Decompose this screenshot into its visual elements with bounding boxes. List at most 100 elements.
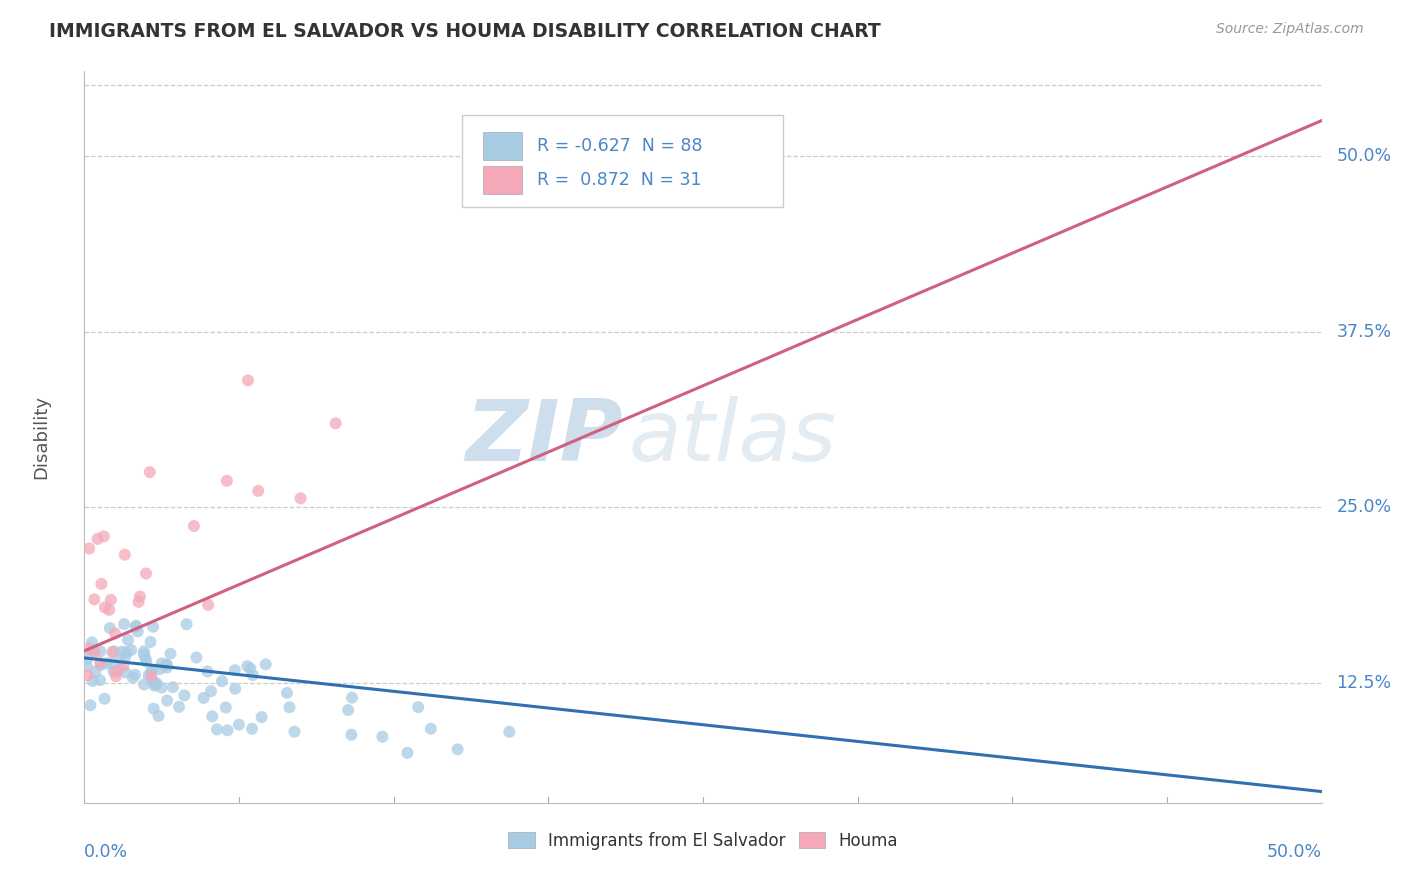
Point bbox=[141, 664, 163, 678]
Legend: Immigrants from El Salvador, Houma: Immigrants from El Salvador, Houma bbox=[501, 825, 905, 856]
Point bbox=[638, 149, 661, 163]
Point bbox=[278, 700, 301, 714]
Point bbox=[76, 652, 98, 666]
Point bbox=[148, 662, 170, 676]
Point bbox=[132, 644, 155, 658]
Point bbox=[100, 656, 122, 670]
Point bbox=[205, 723, 228, 737]
Point bbox=[224, 663, 246, 677]
Point bbox=[217, 723, 239, 738]
Point bbox=[86, 532, 108, 546]
Point bbox=[276, 686, 298, 700]
Point bbox=[145, 677, 167, 691]
Point bbox=[142, 673, 165, 688]
Point bbox=[121, 671, 143, 685]
Point bbox=[89, 644, 111, 658]
Point bbox=[498, 724, 520, 739]
Point bbox=[156, 658, 179, 673]
Point bbox=[93, 529, 115, 543]
Point bbox=[141, 669, 163, 683]
Text: IMMIGRANTS FROM EL SALVADOR VS HOUMA DISABILITY CORRELATION CHART: IMMIGRANTS FROM EL SALVADOR VS HOUMA DIS… bbox=[49, 22, 882, 41]
Point bbox=[183, 519, 205, 533]
Text: 50.0%: 50.0% bbox=[1267, 843, 1322, 861]
Point bbox=[406, 700, 429, 714]
Point bbox=[143, 679, 166, 693]
Point bbox=[419, 722, 441, 736]
Point bbox=[156, 693, 179, 707]
Point bbox=[79, 698, 101, 713]
Text: Disability: Disability bbox=[32, 395, 51, 479]
Point bbox=[115, 645, 138, 659]
Point bbox=[89, 673, 111, 687]
FancyBboxPatch shape bbox=[482, 167, 523, 194]
Point bbox=[135, 566, 157, 581]
Point bbox=[142, 620, 165, 634]
Point bbox=[138, 668, 160, 682]
Point bbox=[150, 657, 173, 671]
Point bbox=[150, 681, 173, 695]
Point bbox=[94, 600, 117, 615]
Point bbox=[101, 645, 124, 659]
Point bbox=[228, 717, 250, 731]
Point bbox=[156, 657, 179, 672]
Point bbox=[337, 703, 360, 717]
Point bbox=[127, 624, 149, 639]
Point bbox=[159, 647, 181, 661]
FancyBboxPatch shape bbox=[461, 115, 783, 207]
Point bbox=[340, 728, 363, 742]
Point bbox=[80, 635, 103, 649]
Point bbox=[224, 681, 246, 696]
Point bbox=[90, 658, 112, 673]
Point bbox=[283, 724, 305, 739]
Point bbox=[103, 665, 125, 679]
Point bbox=[215, 700, 238, 714]
Point bbox=[96, 657, 118, 671]
Point bbox=[240, 722, 263, 736]
Point bbox=[83, 592, 105, 607]
Point bbox=[114, 665, 136, 680]
Point bbox=[100, 593, 122, 607]
Point bbox=[124, 667, 146, 681]
Point bbox=[76, 659, 98, 673]
Point bbox=[242, 668, 264, 682]
Point bbox=[82, 673, 104, 688]
Point bbox=[142, 702, 165, 716]
Point bbox=[84, 665, 107, 679]
Point bbox=[111, 645, 134, 659]
Point bbox=[108, 662, 131, 676]
Point bbox=[112, 659, 135, 673]
Point bbox=[201, 709, 224, 723]
Point bbox=[103, 644, 125, 658]
FancyBboxPatch shape bbox=[482, 132, 523, 160]
Point bbox=[247, 483, 270, 498]
Point bbox=[135, 654, 157, 668]
Point bbox=[162, 680, 184, 694]
Point bbox=[254, 657, 277, 672]
Point bbox=[128, 595, 150, 609]
Point bbox=[396, 746, 419, 760]
Point bbox=[90, 577, 112, 591]
Point bbox=[215, 474, 238, 488]
Point bbox=[132, 677, 155, 691]
Point bbox=[132, 647, 155, 661]
Point bbox=[156, 660, 179, 674]
Point bbox=[145, 676, 167, 690]
Point bbox=[125, 619, 148, 633]
Point bbox=[76, 668, 98, 682]
Point bbox=[325, 417, 347, 431]
Point bbox=[93, 691, 115, 706]
Point bbox=[104, 665, 127, 679]
Point bbox=[114, 649, 136, 664]
Point bbox=[197, 665, 219, 679]
Point bbox=[167, 699, 190, 714]
Point bbox=[89, 656, 111, 670]
Point bbox=[83, 645, 105, 659]
Point bbox=[77, 641, 100, 656]
Point bbox=[193, 690, 215, 705]
Text: R = -0.627  N = 88: R = -0.627 N = 88 bbox=[537, 137, 703, 155]
Point bbox=[186, 650, 208, 665]
Point bbox=[211, 674, 233, 689]
Point bbox=[176, 617, 198, 632]
Point bbox=[446, 742, 468, 756]
Point bbox=[250, 710, 273, 724]
